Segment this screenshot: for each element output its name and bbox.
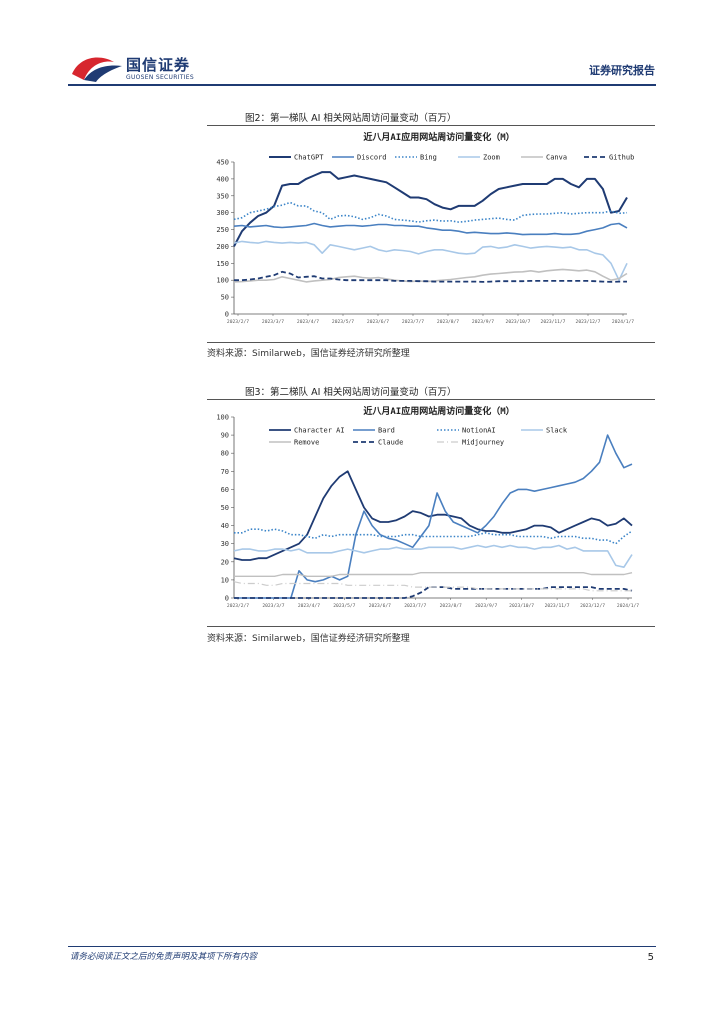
- footer-divider: [68, 946, 656, 947]
- x-tick-label: 2023/11/7: [545, 603, 570, 609]
- x-tick-label: 2023/5/7: [333, 603, 355, 609]
- y-tick-label: 450: [216, 159, 229, 167]
- x-tick-label: 2023/6/7: [369, 603, 391, 609]
- legend-label: Bing: [420, 154, 437, 162]
- series-line-midjourney: [233, 581, 632, 592]
- x-tick-label: 2023/10/7: [509, 603, 534, 609]
- y-tick-label: 100: [216, 414, 229, 422]
- y-tick-label: 200: [216, 243, 229, 251]
- series-line-bing: [233, 201, 628, 223]
- figure-3-title: 图3：第二梯队 AI 相关网站周访问量变动（百万）: [245, 387, 457, 398]
- x-tick-label: 2023/3/7: [262, 603, 284, 609]
- x-tick-label: 2024/1/7: [617, 603, 639, 609]
- x-tick-label: 2023/12/7: [576, 319, 601, 325]
- figure-3-chart: 近八月AI应用网站周访问量变化（M） 0 10 20 30 40 50 60 70 80 90 100…: [216, 405, 639, 609]
- x-tick-label: 2023/7/7: [404, 603, 426, 609]
- series-line-slack: [233, 544, 633, 568]
- y-tick-label: 350: [216, 192, 229, 200]
- x-tick-label: 2023/12/7: [580, 603, 605, 609]
- series-line-canva: [233, 268, 628, 283]
- x-tick-label: 2023/4/7: [297, 319, 319, 325]
- legend-label: ChatGPT: [294, 154, 324, 162]
- figure-2-source: 资料来源：Similarweb，国信证券经济研究所整理: [207, 349, 410, 359]
- x-tick-label: 2023/4/7: [298, 603, 320, 609]
- series-line-bard: [234, 434, 633, 599]
- y-tick-label: 150: [216, 260, 229, 268]
- y-tick-label: 50: [221, 504, 229, 512]
- y-tick-label: 30: [221, 540, 229, 548]
- x-tick-label: 2023/2/7: [227, 603, 249, 609]
- y-tick-label: 250: [216, 226, 229, 234]
- y-tick-label: 40: [221, 522, 229, 530]
- page-header: 国信证券 GUOSEN SECURITIES 证券研究报告: [0, 0, 724, 90]
- y-tick-label: 400: [216, 175, 229, 183]
- header-divider: [68, 84, 656, 86]
- chart-title: 近八月AI应用网站周访问量变化（M）: [363, 131, 514, 143]
- y-tick-label: 50: [221, 294, 229, 302]
- y-tick-label: 0: [225, 311, 229, 319]
- chart-title: 近八月AI应用网站周访问量变化（M）: [363, 405, 514, 417]
- legend-label: Midjourney: [462, 439, 504, 447]
- x-tick-label: 2023/8/7: [437, 319, 459, 325]
- legend-label: Bard: [378, 427, 395, 435]
- series-line-chatgpt: [233, 171, 628, 247]
- y-tick-label: 70: [221, 468, 229, 476]
- x-tick-label: 2023/5/7: [332, 319, 354, 325]
- x-tick-label: 2023/2/7: [227, 319, 249, 325]
- legend-label: Canva: [546, 154, 567, 162]
- figure-3-bottom-rule: [207, 626, 655, 627]
- footer-disclaimer: 请务必阅读正文之后的免责声明及其项下所有内容: [70, 952, 258, 962]
- legend-label: Zoom: [483, 154, 500, 162]
- x-tick-label: 2023/3/7: [262, 319, 284, 325]
- figure-2-top-rule: [207, 125, 655, 126]
- y-tick-label: 60: [221, 486, 229, 494]
- figure-2-chart: 近八月AI应用网站周访问量变化（M） 0 50 100 150 200 250 300 350 4…: [216, 131, 634, 325]
- y-tick-label: 10: [221, 576, 229, 584]
- x-tick-label: 2023/7/7: [402, 319, 424, 325]
- guosen-logo-icon: [72, 57, 122, 82]
- legend-label: Character AI: [294, 427, 345, 435]
- legend-label: Github: [609, 154, 634, 162]
- logo-chinese-name: 国信证券: [126, 56, 191, 74]
- figure-3-source: 资料来源：Similarweb，国信证券经济研究所整理: [207, 634, 410, 644]
- figure-2-bottom-rule: [207, 342, 655, 343]
- y-tick-label: 90: [221, 432, 229, 440]
- x-tick-label: 2023/6/7: [367, 319, 389, 325]
- legend-label: NotionAI: [462, 427, 496, 435]
- page-number: 5: [647, 952, 654, 963]
- x-tick-label: 2024/1/7: [612, 319, 634, 325]
- series-line-notionai: [234, 528, 633, 545]
- x-tick-label: 2023/9/7: [472, 319, 494, 325]
- y-tick-label: 100: [216, 277, 229, 285]
- figure-3-top-rule: [207, 399, 655, 400]
- y-tick-label: 20: [221, 558, 229, 566]
- figure-2-title: 图2：第一梯队 AI 相关网站周访问量变动（百万）: [245, 113, 457, 124]
- series-line-discord: [233, 222, 628, 236]
- legend-label: Claude: [378, 439, 403, 447]
- legend-label: Slack: [546, 427, 568, 435]
- legend-label: Remove: [294, 439, 319, 447]
- x-tick-label: 2023/11/7: [541, 319, 566, 325]
- series-line-remove: [234, 571, 633, 578]
- y-tick-label: 0: [225, 595, 229, 603]
- legend-label: Discord: [357, 154, 387, 162]
- series-line-zoom: [233, 240, 628, 281]
- x-tick-label: 2023/8/7: [440, 603, 462, 609]
- logo-english-name: GUOSEN SECURITIES: [126, 74, 195, 81]
- report-type-label: 证券研究报告: [589, 64, 655, 77]
- y-tick-label: 300: [216, 209, 229, 217]
- series-line-github: [234, 270, 627, 283]
- x-tick-label: 2023/9/7: [475, 603, 497, 609]
- y-tick-label: 80: [221, 450, 229, 458]
- x-tick-label: 2023/10/7: [506, 319, 531, 325]
- series-line-character-ai: [233, 470, 633, 561]
